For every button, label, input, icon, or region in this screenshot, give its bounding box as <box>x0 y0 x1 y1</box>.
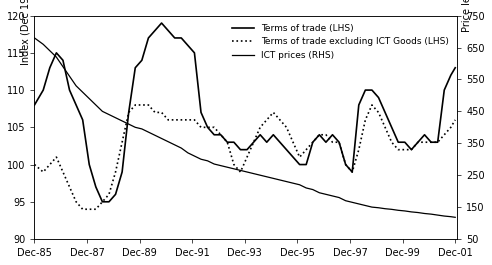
Terms of trade (LHS) <box>441 89 447 92</box>
ICT prices (RHS) <box>441 214 447 218</box>
Line: Terms of trade excluding ICT Goods (LHS): Terms of trade excluding ICT Goods (LHS) <box>34 105 455 209</box>
Terms of trade excluding ICT Goods (LHS) <box>80 208 86 211</box>
Terms of trade excluding ICT Goods (LHS) <box>172 118 178 121</box>
Terms of trade excluding ICT Goods (LHS) <box>452 118 458 121</box>
Y-axis label: Index (Dec 1985 = 100): Index (Dec 1985 = 100) <box>20 0 30 65</box>
ICT prices (RHS) <box>31 36 37 39</box>
ICT prices (RHS) <box>250 172 256 175</box>
Line: Terms of trade (LHS): Terms of trade (LHS) <box>34 23 455 202</box>
Terms of trade excluding ICT Goods (LHS) <box>132 103 138 107</box>
Terms of trade excluding ICT Goods (LHS) <box>146 103 152 107</box>
Terms of trade excluding ICT Goods (LHS) <box>441 133 447 136</box>
Terms of trade (LHS) <box>99 200 105 203</box>
Terms of trade excluding ICT Goods (LHS) <box>408 148 414 151</box>
Terms of trade excluding ICT Goods (LHS) <box>224 141 230 144</box>
Terms of trade (LHS) <box>139 59 145 62</box>
Line: ICT prices (RHS): ICT prices (RHS) <box>34 38 455 217</box>
Terms of trade (LHS) <box>31 103 37 107</box>
ICT prices (RHS) <box>452 216 458 219</box>
Terms of trade (LHS) <box>452 66 458 69</box>
Legend: Terms of trade (LHS), Terms of trade excluding ICT Goods (LHS), ICT prices (RHS): Terms of trade (LHS), Terms of trade exc… <box>228 20 453 63</box>
Terms of trade (LHS) <box>224 141 230 144</box>
ICT prices (RHS) <box>132 126 138 129</box>
Terms of trade excluding ICT Goods (LHS) <box>264 118 270 121</box>
Y-axis label: Price level: Price level <box>461 0 472 32</box>
Terms of trade excluding ICT Goods (LHS) <box>31 163 37 166</box>
ICT prices (RHS) <box>395 209 401 212</box>
ICT prices (RHS) <box>158 137 164 140</box>
Terms of trade (LHS) <box>264 141 270 144</box>
ICT prices (RHS) <box>211 162 217 166</box>
Terms of trade (LHS) <box>158 21 164 25</box>
Terms of trade (LHS) <box>408 148 414 151</box>
Terms of trade (LHS) <box>172 36 178 39</box>
